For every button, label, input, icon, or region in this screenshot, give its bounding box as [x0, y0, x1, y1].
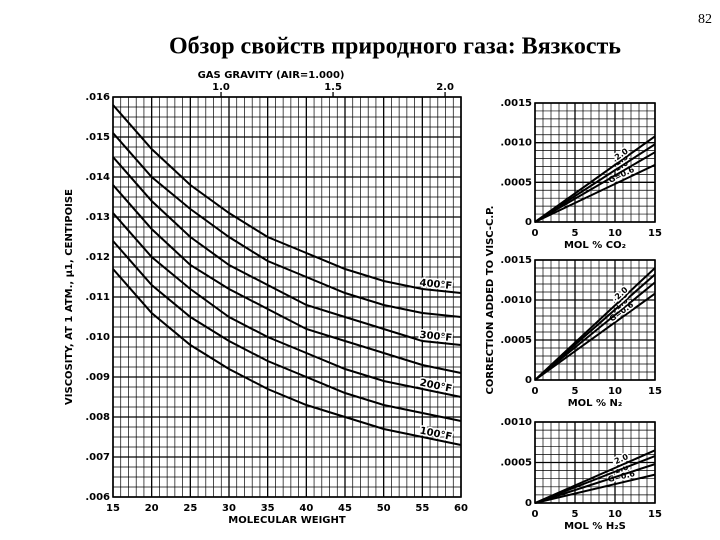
line	[112, 212, 462, 398]
line	[534, 135, 656, 223]
line	[534, 449, 656, 504]
x-axis-label: MOL % CO₂	[564, 240, 626, 251]
plot-frame	[534, 421, 656, 504]
line	[534, 281, 656, 381]
y-tick-label: .0015	[500, 255, 532, 266]
y-tick-label: .007	[85, 452, 110, 463]
line	[534, 463, 656, 504]
y-tick-label: .015	[85, 132, 110, 143]
y-tick-label: .009	[85, 372, 110, 383]
y-tick-label: .011	[85, 292, 110, 303]
line	[112, 104, 462, 294]
x2-tick-label: 1.0	[212, 82, 230, 93]
x-tick-label: 0	[532, 509, 539, 520]
y-tick-label: .0010	[500, 295, 532, 306]
plot-frame	[534, 259, 656, 381]
slide-title: Обзор свойств природного газа: Вязкость	[169, 34, 621, 60]
x-tick-label: 5	[572, 386, 579, 397]
x-tick-label: 40	[299, 503, 313, 514]
line	[112, 156, 462, 346]
x-tick-label: 5	[572, 509, 579, 520]
plot-frame	[112, 96, 462, 498]
y-tick-label: .006	[85, 492, 110, 503]
y-tick-label: 0	[525, 217, 532, 228]
line	[112, 184, 462, 374]
y-axis-label: VISCOSITY, AT 1 ATM., μ1, CENTIPOISE	[64, 189, 75, 405]
line	[534, 143, 656, 223]
y-tick-label: .013	[85, 212, 110, 223]
x-axis-label: MOL % N₂	[568, 398, 623, 409]
x-tick-label: 20	[145, 503, 159, 514]
x-tick-label: 5	[572, 228, 579, 239]
y-tick-label: .0005	[500, 335, 532, 346]
x-tick-label: 15	[106, 503, 120, 514]
line	[534, 151, 656, 223]
x-tick-label: 15	[648, 509, 662, 520]
x-tick-label: 10	[608, 386, 622, 397]
line	[534, 163, 656, 223]
line	[534, 267, 656, 381]
line	[112, 268, 462, 446]
x-tick-label: 60	[454, 503, 468, 514]
x-axis-label: MOLECULAR WEIGHT	[228, 515, 346, 526]
line-label: 300°F	[419, 330, 453, 344]
x-tick-label: 30	[222, 503, 236, 514]
line	[112, 132, 462, 318]
x-axis-label: MOL % H₂S	[564, 521, 626, 532]
y-tick-label: .0015	[500, 98, 532, 109]
page-number: 82	[698, 12, 712, 27]
x-tick-label: 0	[532, 386, 539, 397]
x-tick-label: 35	[261, 503, 275, 514]
y-tick-label: .014	[85, 172, 110, 183]
x-tick-label: 50	[377, 503, 391, 514]
y-tick-label: .0005	[500, 177, 532, 188]
line	[112, 240, 462, 422]
x-tick-label: 10	[608, 228, 622, 239]
x-tick-label: 15	[648, 228, 662, 239]
x-tick-label: 55	[415, 503, 429, 514]
y-tick-label: 0	[525, 498, 532, 509]
y-tick-label: .016	[85, 92, 110, 103]
y-tick-label: .0005	[500, 458, 532, 469]
x-tick-label: 25	[183, 503, 197, 514]
y-tick-label: .008	[85, 412, 110, 423]
correction-axis-label: CORRECTION ADDED TO VISC-C.P.	[485, 206, 496, 395]
x-tick-label: 45	[338, 503, 352, 514]
line-label: 400°F	[419, 278, 453, 292]
y-tick-label: 0	[525, 375, 532, 386]
x-tick-label: 10	[608, 509, 622, 520]
x-tick-label: 0	[532, 228, 539, 239]
y-tick-label: .0010	[500, 138, 532, 149]
x2-tick-label: 1.5	[324, 82, 342, 93]
x2-axis-label: GAS GRAVITY (AIR=1.000)	[198, 70, 345, 81]
line	[534, 473, 656, 504]
y-tick-label: .012	[85, 252, 110, 263]
y-tick-label: .010	[85, 332, 110, 343]
x2-tick-label: 2.0	[436, 82, 454, 93]
plot-frame	[534, 102, 656, 223]
line	[534, 292, 656, 381]
x-tick-label: 15	[648, 386, 662, 397]
y-tick-label: .0010	[500, 417, 532, 428]
